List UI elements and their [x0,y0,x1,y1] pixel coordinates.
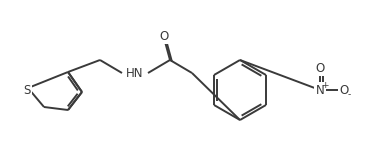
Text: O: O [339,83,349,96]
Text: -: - [347,91,351,100]
Text: O: O [159,30,169,42]
Text: S: S [23,83,31,96]
Text: N: N [315,83,324,96]
Text: +: + [321,81,329,90]
Text: O: O [315,61,325,75]
Text: HN: HN [126,66,144,80]
